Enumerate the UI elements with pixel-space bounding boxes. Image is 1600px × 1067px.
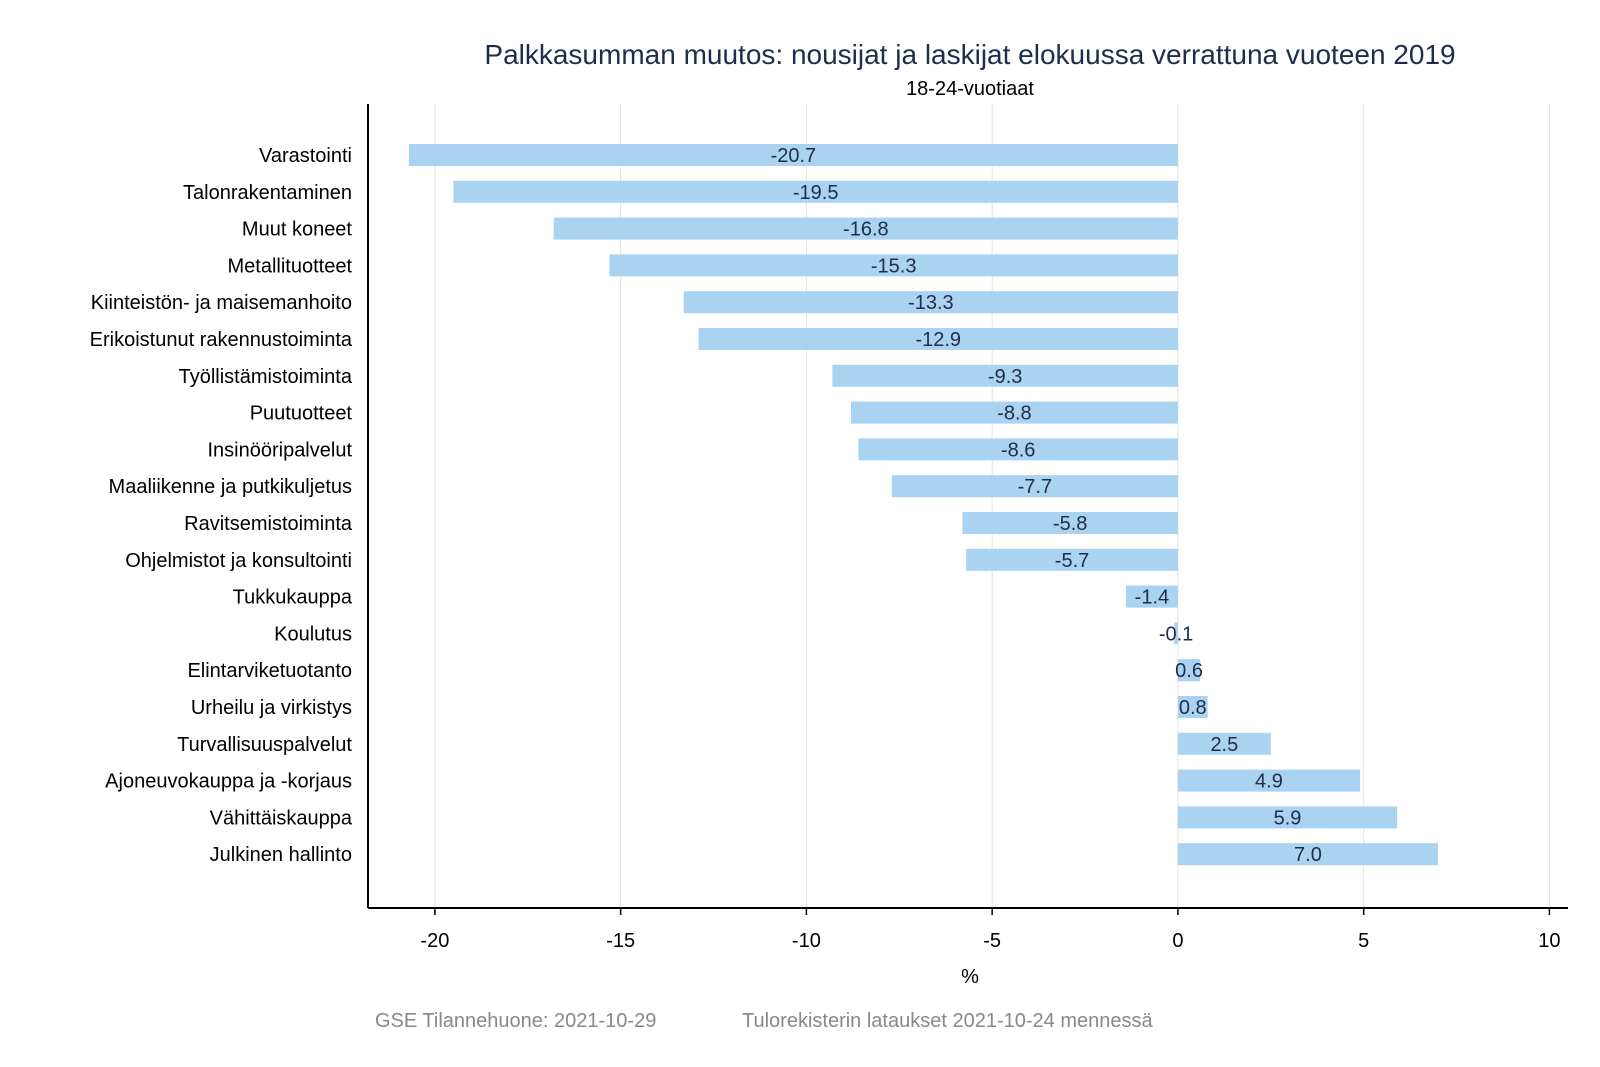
data-label: -7.7 [1018,476,1052,498]
category-label: Kiinteistön- ja maisemanhoito [91,292,352,314]
data-label: -8.6 [1001,439,1035,461]
bar [553,217,1178,240]
bar [453,180,1178,203]
category-label: Muut koneet [242,219,353,241]
bar [683,291,1178,314]
bar [891,475,1178,498]
data-label: -5.8 [1053,513,1087,535]
data-label: 0.6 [1175,660,1203,682]
bar [1177,806,1398,829]
category-label: Elintarviketuotanto [187,660,352,682]
data-label: 5.9 [1274,807,1302,829]
x-tick-label: 0 [1172,930,1183,952]
x-tick-label: -10 [792,930,821,952]
x-tick-label: 10 [1538,930,1560,952]
category-label: Työllistämistoiminta [179,366,353,388]
category-label: Ohjelmistot ja konsultointi [125,550,352,572]
category-label: Insinööripalvelut [207,439,352,461]
category-label: Varastointi [259,145,352,167]
data-label: -15.3 [871,255,917,277]
data-label: 2.5 [1210,734,1238,756]
category-label: Talonrakentaminen [183,182,352,204]
bar [850,401,1178,424]
chart-title: Palkkasumman muutos: nousijat ja laskija… [484,39,1455,70]
category-label: Turvallisuuspalvelut [177,734,352,756]
x-tick-label: -15 [606,930,635,952]
data-label: -0.1 [1159,623,1193,645]
category-label: Puutuotteet [250,403,353,425]
bars: -20.7 -19.5-16.8 -15.3 -13.3 -12.9 -9.3 -8.8 -8… [408,144,1438,866]
data-label: -9.3 [988,366,1022,388]
category-label: Erikoistunut rakennustoiminta [90,329,353,351]
bar [609,254,1178,277]
data-label: 7.0 [1294,844,1322,866]
category-label: Tukkukauppa [233,587,353,609]
bar [1177,732,1271,755]
bar [1177,769,1360,792]
chart-subtitle: 18-24-vuotiaat [906,78,1034,100]
category-label: Koulutus [274,623,352,645]
bar [1177,696,1208,718]
data-label: -12.9 [915,329,961,351]
caption-source: GSE Tilannehuone: 2021-10-29 [375,1010,656,1032]
bar [408,144,1178,166]
bar [832,364,1178,387]
category-label: Urheilu ja virkistys [191,697,352,719]
bar [858,438,1178,461]
category-label: Julkinen hallinto [210,844,352,866]
bar [698,328,1178,350]
x-tick-label: 5 [1358,930,1369,952]
bar [1174,622,1178,645]
bar [962,512,1178,534]
category-label: Ravitsemistoiminta [184,513,353,535]
data-label: 4.9 [1255,771,1283,793]
bar [1177,843,1438,866]
x-tick-label: -5 [983,930,1001,952]
bar [1125,585,1178,608]
data-label: -13.3 [908,292,954,314]
category-label: Ajoneuvokauppa ja -korjaus [105,771,352,793]
category-label: Vähittäiskauppa [210,807,353,829]
data-label: -19.5 [793,182,839,204]
data-label: 0.8 [1179,697,1207,719]
data-label: -20.7 [771,145,817,167]
category-label: Metallituotteet [227,255,352,277]
data-label: -16.8 [843,219,889,241]
data-label: -5.7 [1055,550,1089,572]
x-axis-title: % [961,966,979,988]
category-labels: Varastointi Talonrakentaminen Muut koneet M… [90,145,353,866]
category-label: Maaliikenne ja putkikuljetus [109,476,352,498]
axes: -20 -15 -10 -5 0 5 10 [367,104,1568,952]
bar [1177,659,1201,682]
x-tick-label: -20 [420,930,449,952]
bar [966,548,1178,571]
data-label: -1.4 [1135,587,1169,609]
caption-note: Tulorekisterin lataukset 2021-10-24 menn… [742,1010,1153,1032]
data-label: -8.8 [997,403,1031,425]
